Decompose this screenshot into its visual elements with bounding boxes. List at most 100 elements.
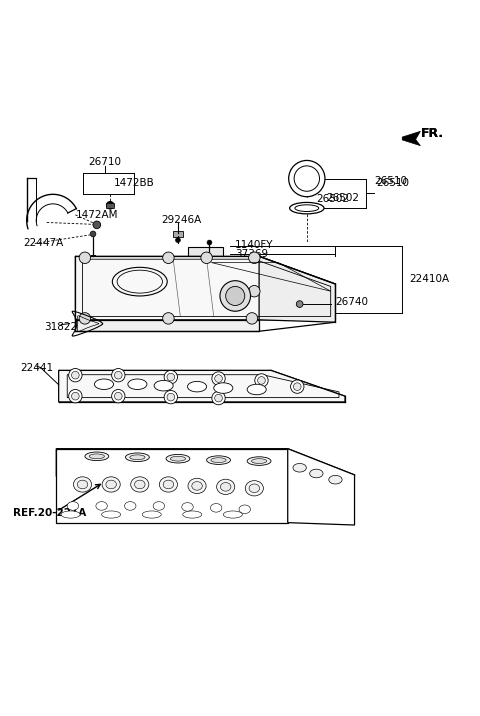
Circle shape xyxy=(107,201,114,209)
Circle shape xyxy=(212,372,225,385)
Circle shape xyxy=(215,374,222,382)
Circle shape xyxy=(164,370,178,384)
Text: 22410A: 22410A xyxy=(409,274,450,284)
Circle shape xyxy=(167,393,175,401)
Text: 26510: 26510 xyxy=(374,176,408,186)
Ellipse shape xyxy=(128,379,147,390)
Ellipse shape xyxy=(125,453,149,462)
Ellipse shape xyxy=(166,455,190,463)
Ellipse shape xyxy=(170,456,186,461)
Ellipse shape xyxy=(106,480,116,489)
Ellipse shape xyxy=(214,383,233,393)
Text: 26502: 26502 xyxy=(326,193,359,203)
Ellipse shape xyxy=(61,511,80,518)
Ellipse shape xyxy=(247,457,271,465)
Ellipse shape xyxy=(89,454,105,459)
Circle shape xyxy=(258,377,265,384)
Text: 22447A: 22447A xyxy=(23,238,63,248)
Polygon shape xyxy=(56,449,288,523)
Ellipse shape xyxy=(96,502,108,511)
Circle shape xyxy=(163,313,174,324)
Ellipse shape xyxy=(210,503,222,512)
Ellipse shape xyxy=(124,502,136,511)
Ellipse shape xyxy=(102,511,120,518)
Circle shape xyxy=(290,380,304,393)
Text: 26710: 26710 xyxy=(89,158,122,168)
Text: FR.: FR. xyxy=(420,127,444,140)
Circle shape xyxy=(69,390,82,403)
FancyBboxPatch shape xyxy=(293,301,303,307)
Ellipse shape xyxy=(159,477,178,492)
Circle shape xyxy=(249,252,260,263)
Ellipse shape xyxy=(192,482,202,490)
Text: 37369: 37369 xyxy=(235,249,268,259)
Text: 26740: 26740 xyxy=(336,296,369,306)
Text: 31822: 31822 xyxy=(44,322,77,332)
Text: 29246A: 29246A xyxy=(161,215,202,225)
Ellipse shape xyxy=(85,452,109,460)
Ellipse shape xyxy=(130,455,145,460)
Ellipse shape xyxy=(223,511,242,518)
Circle shape xyxy=(93,221,101,228)
Ellipse shape xyxy=(73,477,92,492)
Circle shape xyxy=(164,390,178,404)
Ellipse shape xyxy=(216,479,235,495)
Circle shape xyxy=(226,286,245,306)
Circle shape xyxy=(112,390,125,403)
Ellipse shape xyxy=(245,480,264,496)
Ellipse shape xyxy=(293,463,306,472)
Circle shape xyxy=(90,231,96,237)
Text: 1472AM: 1472AM xyxy=(75,210,118,220)
Circle shape xyxy=(255,374,268,387)
Circle shape xyxy=(288,160,325,197)
Circle shape xyxy=(115,372,122,379)
Ellipse shape xyxy=(289,203,324,214)
Circle shape xyxy=(207,240,212,245)
Ellipse shape xyxy=(102,477,120,492)
Circle shape xyxy=(201,252,212,263)
Ellipse shape xyxy=(163,480,174,489)
Text: 1472BB: 1472BB xyxy=(114,178,154,188)
Ellipse shape xyxy=(329,475,342,484)
Circle shape xyxy=(246,313,258,324)
Circle shape xyxy=(163,252,174,263)
Polygon shape xyxy=(75,256,336,320)
Text: 26502: 26502 xyxy=(316,194,349,204)
Ellipse shape xyxy=(295,205,319,211)
Ellipse shape xyxy=(252,459,267,463)
Circle shape xyxy=(72,372,79,379)
Circle shape xyxy=(294,166,320,191)
Circle shape xyxy=(220,281,251,311)
Circle shape xyxy=(112,369,125,382)
Circle shape xyxy=(212,392,225,405)
Polygon shape xyxy=(75,320,259,332)
Ellipse shape xyxy=(67,502,79,511)
Ellipse shape xyxy=(134,480,145,489)
Circle shape xyxy=(293,383,301,390)
Ellipse shape xyxy=(239,505,251,513)
Ellipse shape xyxy=(188,478,206,493)
Text: 22441: 22441 xyxy=(21,362,54,372)
Ellipse shape xyxy=(188,382,206,392)
Circle shape xyxy=(215,395,222,402)
Circle shape xyxy=(249,286,260,297)
Text: REF.20-221A: REF.20-221A xyxy=(13,508,86,518)
Circle shape xyxy=(72,392,79,400)
Polygon shape xyxy=(259,256,336,322)
FancyBboxPatch shape xyxy=(188,247,223,257)
Ellipse shape xyxy=(211,458,226,463)
Ellipse shape xyxy=(142,511,161,518)
Ellipse shape xyxy=(153,502,165,511)
Ellipse shape xyxy=(247,384,266,395)
Circle shape xyxy=(79,313,91,324)
Ellipse shape xyxy=(95,379,114,390)
Circle shape xyxy=(167,373,175,381)
Circle shape xyxy=(176,238,180,243)
Circle shape xyxy=(69,369,82,382)
Text: FR.: FR. xyxy=(420,127,444,140)
Ellipse shape xyxy=(154,380,173,391)
Polygon shape xyxy=(402,131,420,145)
Text: 26510: 26510 xyxy=(376,178,409,188)
FancyBboxPatch shape xyxy=(107,203,114,208)
Ellipse shape xyxy=(183,511,202,518)
